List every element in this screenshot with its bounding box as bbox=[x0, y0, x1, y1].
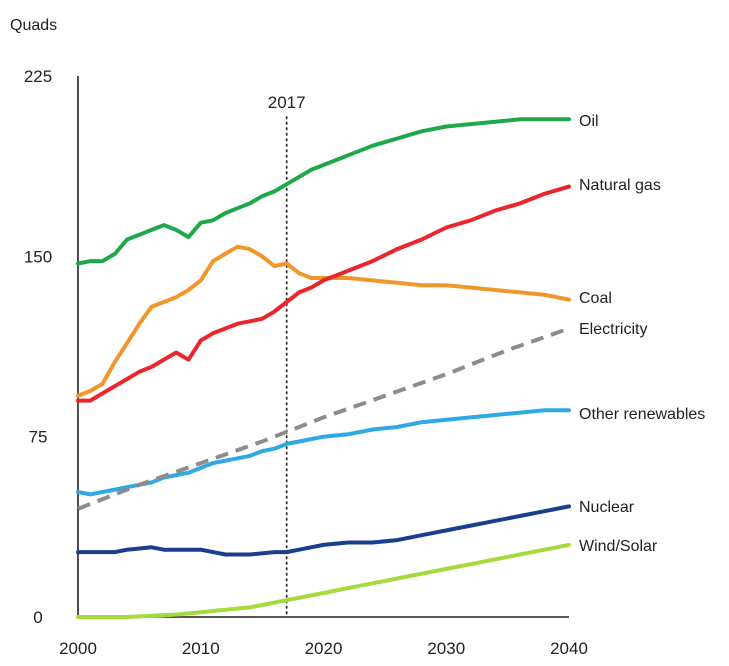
series-line-coal bbox=[76, 244, 571, 398]
series-line-oil bbox=[76, 117, 571, 266]
series-line-electricity bbox=[77, 326, 570, 511]
series-label-nuclear: Nuclear bbox=[579, 499, 635, 516]
series-label-wind-solar: Wind/Solar bbox=[579, 538, 658, 555]
y-tick-label: 75 bbox=[29, 428, 48, 447]
series-label-oil: Oil bbox=[579, 113, 599, 130]
y-axis-unit-label: Quads bbox=[10, 17, 57, 34]
series-line-nuclear bbox=[76, 504, 571, 557]
series-lines bbox=[76, 117, 571, 619]
series-label-electricity: Electricity bbox=[579, 321, 647, 338]
x-tick-label: 2000 bbox=[59, 639, 97, 658]
series-line-wind-solar bbox=[76, 542, 571, 619]
series-label-coal: Coal bbox=[579, 290, 612, 307]
y-tick-label: 0 bbox=[33, 608, 42, 627]
series-line-other-renewables bbox=[76, 408, 571, 497]
y-tick-label: 225 bbox=[24, 67, 52, 86]
series-line-natural-gas bbox=[76, 184, 571, 403]
year-marker: 2017 bbox=[268, 93, 306, 618]
series-label-other-renewables: Other renewables bbox=[579, 406, 705, 423]
y-tick-label: 150 bbox=[24, 247, 52, 266]
marker-label: 2017 bbox=[268, 93, 306, 112]
x-tick-label: 2010 bbox=[182, 639, 220, 658]
x-tick-label: 2020 bbox=[305, 639, 343, 658]
series-labels: Oil Natural gas Coal Electricity Other renew… bbox=[579, 113, 705, 555]
x-tick-label: 2030 bbox=[427, 639, 465, 658]
series-label-natural-gas: Natural gas bbox=[579, 177, 661, 194]
x-tick-label: 2040 bbox=[550, 639, 588, 658]
axes: 0 75 150 225 2000 2010 2020 2030 2040 bbox=[24, 67, 588, 658]
